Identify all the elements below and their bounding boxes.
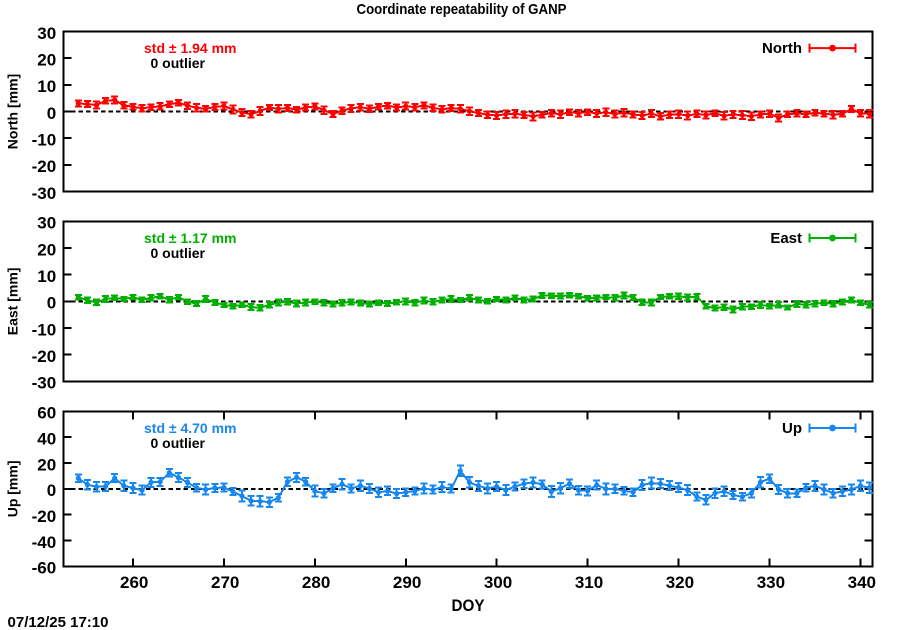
svg-text:340: 340	[848, 573, 876, 592]
svg-text:-10: -10	[32, 320, 57, 339]
svg-text:30: 30	[37, 214, 56, 233]
svg-text:320: 320	[666, 573, 694, 592]
svg-text:Coordinate repeatability of GA: Coordinate repeatability of GANP	[357, 1, 567, 18]
svg-text:330: 330	[757, 573, 785, 592]
svg-text:0: 0	[47, 294, 56, 313]
svg-text:0: 0	[47, 481, 56, 500]
svg-text:07/12/25 17:10: 07/12/25 17:10	[8, 614, 109, 630]
svg-text:260: 260	[120, 573, 148, 592]
svg-text:DOY: DOY	[452, 596, 486, 615]
svg-text:0: 0	[47, 104, 56, 123]
svg-text:40: 40	[37, 430, 56, 449]
svg-text:290: 290	[393, 573, 421, 592]
svg-text:Up [mm]: Up [mm]	[5, 461, 21, 518]
svg-text:-30: -30	[32, 374, 57, 393]
svg-text:-10: -10	[32, 131, 57, 150]
svg-text:North: North	[762, 40, 802, 57]
svg-text:270: 270	[211, 573, 239, 592]
svg-text:East: East	[770, 230, 802, 247]
svg-text:300: 300	[484, 573, 512, 592]
svg-text:10: 10	[37, 267, 56, 286]
svg-text:std ± 1.17 mm: std ± 1.17 mm	[144, 230, 237, 246]
svg-text:280: 280	[302, 573, 330, 592]
svg-text:310: 310	[575, 573, 603, 592]
svg-text:-20: -20	[32, 507, 57, 526]
svg-text:-60: -60	[32, 559, 57, 578]
svg-text:0 outlier: 0 outlier	[151, 55, 206, 71]
svg-text:20: 20	[37, 51, 56, 70]
svg-text:-30: -30	[32, 184, 57, 203]
svg-text:-20: -20	[32, 157, 57, 176]
svg-text:-40: -40	[32, 533, 57, 552]
svg-text:0 outlier: 0 outlier	[151, 245, 206, 261]
svg-text:East [mm]: East [mm]	[5, 268, 21, 336]
svg-text:20: 20	[37, 240, 56, 259]
svg-text:10: 10	[37, 77, 56, 96]
svg-text:-20: -20	[32, 347, 57, 366]
svg-text:0 outlier: 0 outlier	[151, 435, 206, 451]
svg-text:30: 30	[37, 24, 56, 43]
svg-text:North [mm]: North [mm]	[5, 74, 21, 149]
svg-text:Up: Up	[782, 420, 802, 437]
svg-text:60: 60	[37, 404, 56, 423]
svg-text:20: 20	[37, 455, 56, 474]
svg-text:std ± 4.70 mm: std ± 4.70 mm	[144, 420, 237, 436]
svg-text:std ± 1.94 mm: std ± 1.94 mm	[144, 40, 237, 56]
